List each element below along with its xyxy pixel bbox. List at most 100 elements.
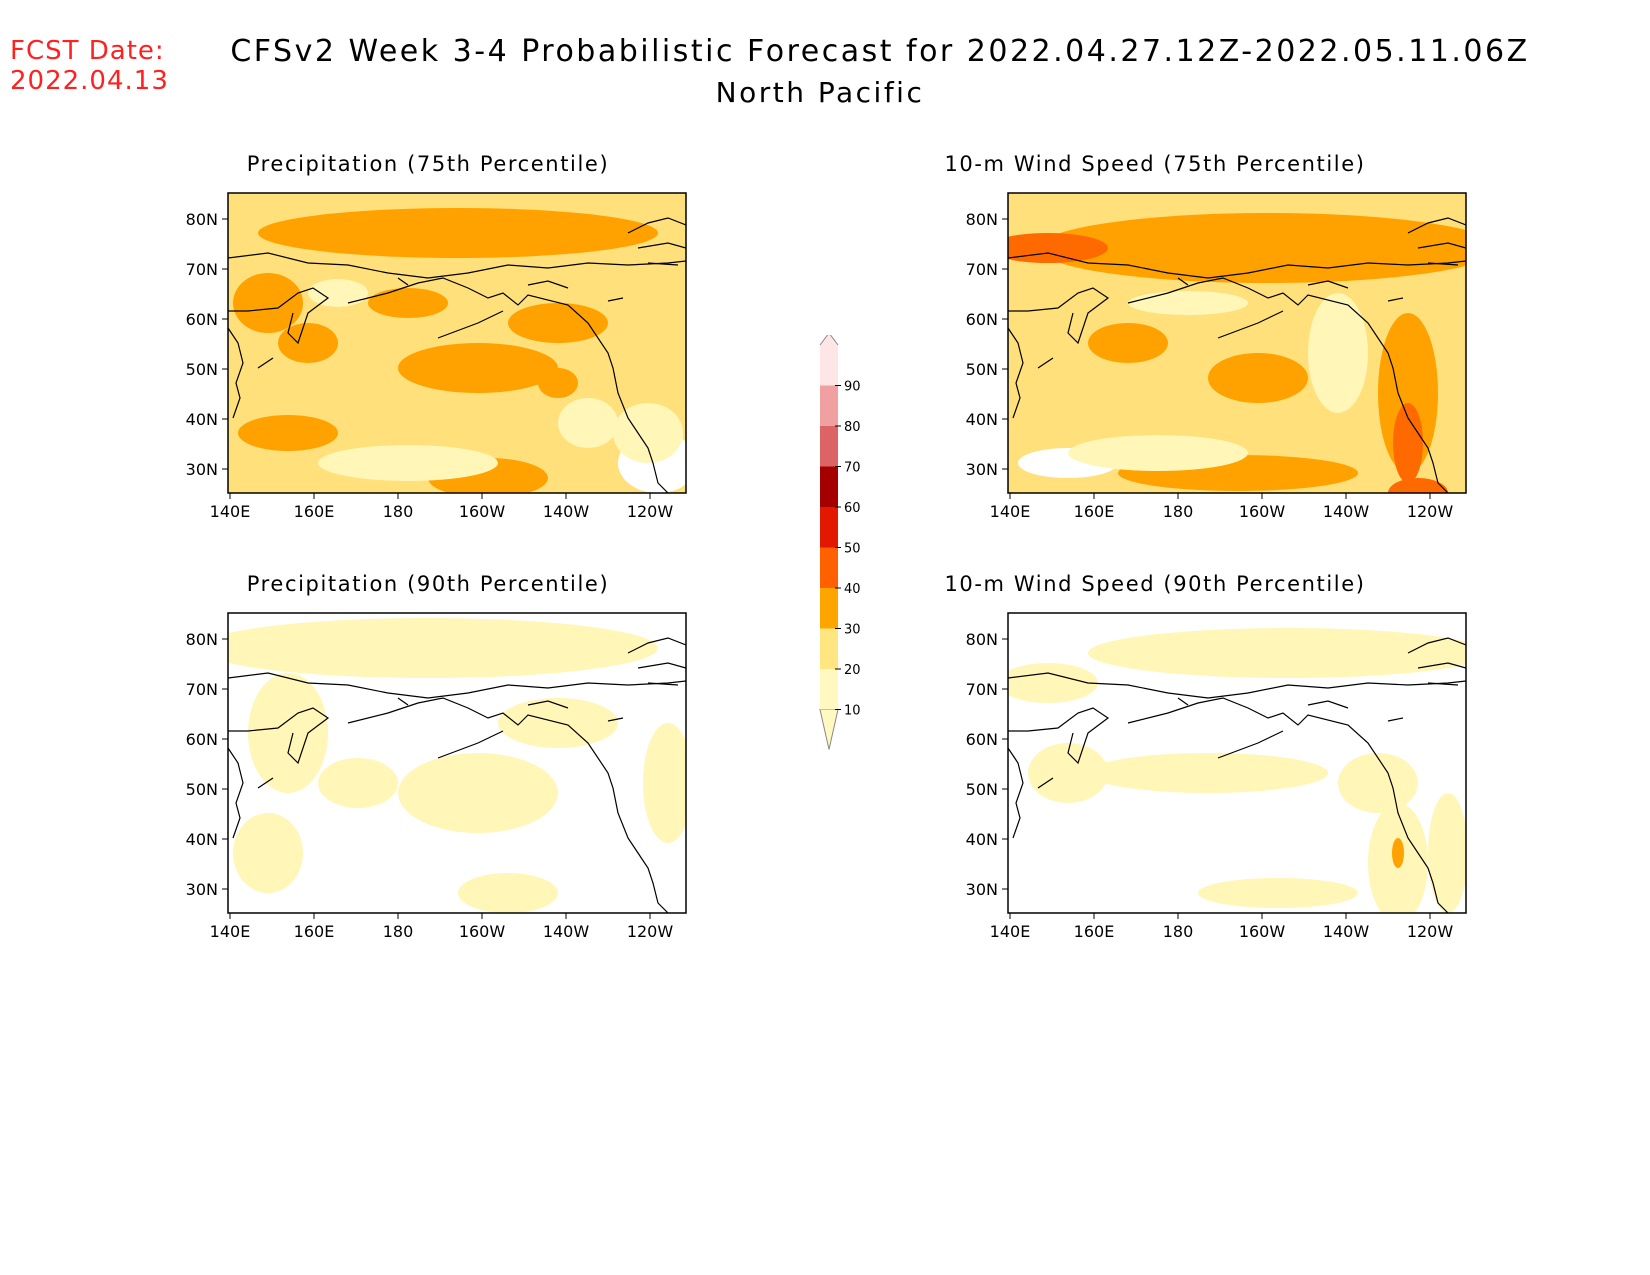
lat-tick-label: 30N <box>966 460 998 479</box>
lat-tick-label: 40N <box>186 410 218 429</box>
colorbar-swatch <box>820 507 838 548</box>
field-contour <box>238 415 338 451</box>
forecast-date-block: FCST Date: 2022.04.13 <box>10 36 169 96</box>
fcst-date-label: FCST Date: <box>10 36 165 66</box>
lat-tick-label: 50N <box>966 780 998 799</box>
field-contour <box>508 303 608 343</box>
field-contour <box>318 758 398 808</box>
field-contour <box>1008 663 1098 703</box>
lon-tick-label: 140E <box>210 502 251 521</box>
lat-tick-label: 70N <box>966 260 998 279</box>
field-contour <box>458 873 558 913</box>
field-contour <box>368 288 448 318</box>
field-contour <box>233 813 303 893</box>
field-contour <box>258 208 658 258</box>
colorbar-swatch <box>820 345 838 386</box>
field-contour <box>1088 753 1328 793</box>
lat-tick-label: 50N <box>186 780 218 799</box>
lon-tick-label: 140E <box>990 922 1031 941</box>
colorbar-level-label: 10 <box>844 704 861 719</box>
colorbar-swatch <box>820 547 838 588</box>
colorbar-swatch <box>820 669 838 710</box>
lat-tick-label: 50N <box>966 360 998 379</box>
field-contour <box>398 753 558 833</box>
lat-tick-label: 80N <box>966 630 998 649</box>
lat-tick-label: 70N <box>186 680 218 699</box>
lat-tick-label: 70N <box>186 260 218 279</box>
field-contour <box>1128 291 1248 315</box>
lon-tick-label: 140W <box>543 502 590 521</box>
panel-title-precip-90: Precipitation (90th Percentile) <box>246 572 610 596</box>
colorbar-level-label: 60 <box>844 501 861 516</box>
lon-tick-label: 180 <box>1163 922 1194 941</box>
lon-tick-label: 140W <box>1323 502 1370 521</box>
field-contour <box>1068 435 1248 471</box>
lat-tick-label: 80N <box>966 210 998 229</box>
field-shading <box>1008 193 1466 493</box>
colorbar-swatch <box>820 588 838 629</box>
colorbar-level-label: 80 <box>844 420 861 435</box>
lon-tick-label: 140W <box>543 922 590 941</box>
field-contour <box>1208 353 1308 403</box>
lon-tick-label: 120W <box>1407 922 1454 941</box>
field-contour <box>558 398 618 448</box>
coastline <box>228 217 686 493</box>
lon-tick-label: 160W <box>459 922 506 941</box>
field-contour <box>398 343 558 393</box>
precip-75-map: 80N 70N 60N 50N 40N 30N 140E 160E 180 160W 140W 120… <box>186 192 687 521</box>
lat-tick-label: 60N <box>186 730 218 749</box>
map-frame <box>1007 192 1467 494</box>
colorbar-level-label: 40 <box>844 582 861 597</box>
field-contour <box>1008 233 1108 263</box>
field-contour <box>1428 793 1466 913</box>
map-frame <box>227 612 687 914</box>
wind-90-map: 80N 70N 60N 50N 40N 30N 140E 160E 180 160W 140W 120… <box>966 612 1467 941</box>
colorbar-swatch <box>820 385 838 426</box>
coastline <box>228 637 686 913</box>
colorbar-swatch <box>820 628 838 669</box>
colorbar-bottom-tip <box>819 709 839 750</box>
colorbar: 10 20 30 40 50 60 70 80 90 <box>819 335 861 750</box>
panel-title-precip-75: Precipitation (75th Percentile) <box>246 152 610 176</box>
wind-75-map: 80N 70N 60N 50N 40N 30N 140E 160E 180 160W 140W 120… <box>966 192 1467 521</box>
lon-tick-label: 160E <box>1074 922 1115 941</box>
lon-tick-label: 180 <box>1163 502 1194 521</box>
lon-tick-label: 160E <box>294 922 335 941</box>
lon-tick-label: 120W <box>627 922 674 941</box>
lon-tick-label: 180 <box>383 922 414 941</box>
colorbar-level-label: 50 <box>844 542 861 557</box>
field-contour <box>1028 743 1108 803</box>
lat-tick-label: 30N <box>186 460 218 479</box>
field-contour <box>1198 878 1358 908</box>
field-contour <box>1338 753 1418 813</box>
lat-tick-label: 30N <box>966 880 998 899</box>
field-contour <box>228 618 658 678</box>
panel-title-wind-90: 10-m Wind Speed (90th Percentile) <box>944 572 1366 596</box>
colorbar-level-label: 70 <box>844 461 861 476</box>
colorbar-swatch <box>820 426 838 467</box>
field-shading <box>228 193 686 493</box>
lat-tick-label: 30N <box>186 880 218 899</box>
lat-tick-label: 40N <box>966 830 998 849</box>
coastline <box>1008 637 1466 913</box>
lon-tick-label: 140E <box>990 502 1031 521</box>
coastline <box>1008 217 1466 493</box>
lon-tick-label: 140W <box>1323 922 1370 941</box>
lat-tick-label: 40N <box>186 830 218 849</box>
lon-tick-label: 140E <box>210 922 251 941</box>
field-contour <box>1088 628 1466 678</box>
field-contour <box>1388 478 1448 493</box>
lon-tick-label: 180 <box>383 502 414 521</box>
lon-tick-label: 160E <box>294 502 335 521</box>
lon-tick-label: 160W <box>1239 502 1286 521</box>
colorbar-level-label: 90 <box>844 380 861 395</box>
field-shading <box>228 613 686 913</box>
map-frame <box>227 192 687 494</box>
field-contour <box>1392 838 1404 868</box>
field-contour <box>643 723 686 843</box>
colorbar-top-tip <box>819 335 839 346</box>
fcst-date-value: 2022.04.13 <box>10 66 169 96</box>
field-contour <box>613 403 683 463</box>
page-title: CFSv2 Week 3-4 Probabilistic Forecast fo… <box>230 34 1530 69</box>
lon-tick-label: 120W <box>1407 502 1454 521</box>
